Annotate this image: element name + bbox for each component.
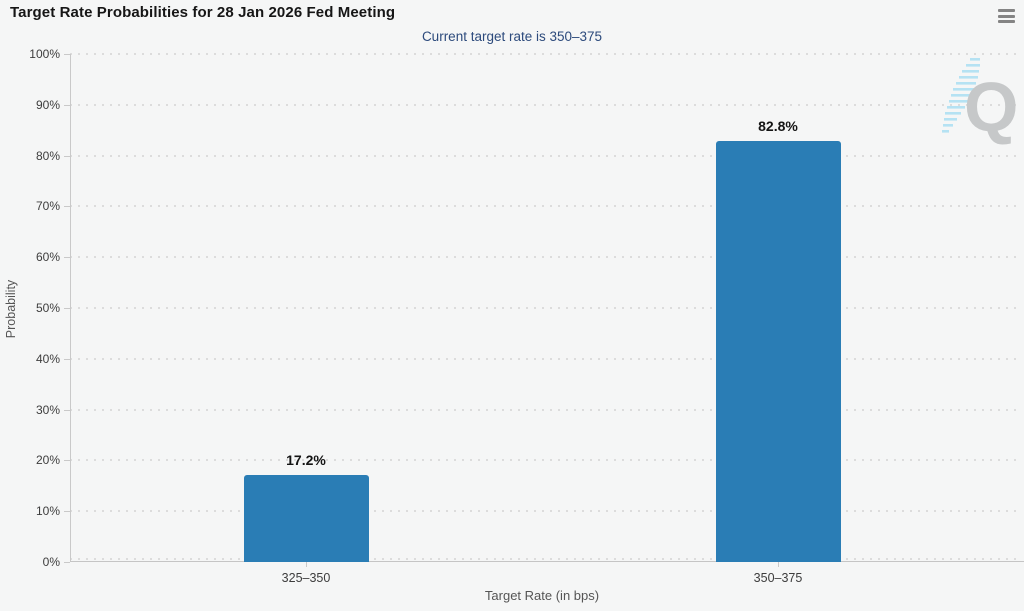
y-axis-tick-10 (64, 511, 70, 513)
probability-bar-350–375 (715, 141, 841, 562)
gridline-80 (70, 154, 1019, 157)
y-axis-tick-80 (64, 155, 70, 157)
y-tick-label-0: 0% (42, 555, 60, 569)
y-axis-line (70, 54, 71, 562)
svg-text:Q: Q (964, 68, 1018, 146)
y-axis-tick-20 (64, 460, 70, 462)
y-tick-label-30: 30% (35, 402, 60, 417)
y-axis-tick-90 (64, 104, 70, 106)
y-tick-label-50: 50% (35, 301, 60, 315)
y-tick-label-10: 10% (35, 504, 60, 519)
gridline-50 (70, 307, 1019, 309)
gridline-100 (70, 53, 1019, 55)
hamburger-icon (998, 14, 1015, 18)
x-axis-tick-350–375 (778, 562, 779, 567)
hamburger-icon (998, 20, 1015, 23)
gridline-20 (70, 459, 1019, 462)
y-axis-tick-30 (64, 409, 70, 411)
y-tick-label-100: 100% (29, 47, 60, 61)
x-axis-title: Target Rate (in bps) (484, 588, 600, 603)
gridline-90 (70, 103, 1019, 106)
x-category-label-350–375: 350–375 (753, 571, 803, 585)
hamburger-icon (998, 9, 1015, 12)
x-axis-tick-325–350 (306, 562, 307, 567)
y-axis-tick-60 (64, 257, 70, 259)
x-category-label-325–350: 325–350 (281, 571, 331, 585)
probability-bar-325–350 (243, 474, 369, 562)
y-tick-label-70: 70% (35, 199, 60, 214)
chart-menu-button[interactable] (993, 7, 1015, 25)
chart-subtitle: Current target rate is 350–375 (421, 29, 603, 44)
bar-value-label-325–350: 17.2% (286, 451, 326, 468)
gridline-60 (70, 256, 1019, 259)
y-axis-tick-100 (64, 54, 70, 55)
plot-area: Q 0% 10% 20% 30% 40% 50% 60% 70% 80% 90% 100% 17.2%… (29, 47, 1024, 585)
y-tick-label-40: 40% (35, 351, 60, 366)
gridline-40 (70, 357, 1019, 360)
gridline-70 (70, 205, 1019, 208)
y-axis-tick-70 (64, 206, 70, 208)
y-axis-tick-0 (64, 562, 70, 563)
x-axis-baseline (70, 561, 1024, 562)
bar-value-label-350–375: 82.8% (758, 118, 798, 135)
y-tick-label-60: 60% (35, 250, 60, 265)
y-tick-label-20: 20% (35, 453, 60, 468)
gridline-10 (70, 510, 1019, 513)
gridline-30 (70, 408, 1019, 411)
y-axis-tick-40 (64, 358, 70, 360)
y-tick-label-80: 80% (35, 148, 60, 163)
y-axis-tick-50 (64, 308, 70, 309)
gridline-0 (70, 558, 1019, 560)
chart-title: Target Rate Probabilities for 28 Jan 202… (10, 4, 396, 21)
y-tick-label-90: 90% (35, 97, 60, 112)
